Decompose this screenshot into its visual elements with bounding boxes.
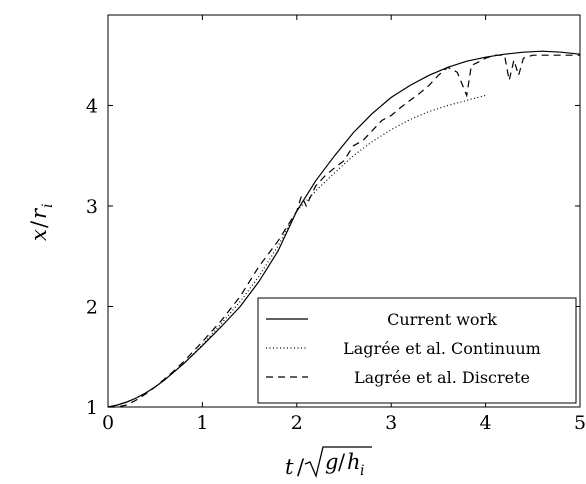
legend: Current work Lagrée et al. Continuum Lag… [257,297,577,404]
y-axis-label: x / r i [27,204,56,241]
y-tick-label: 1 [86,397,98,419]
x-axis-label: t / g / h i [285,446,372,479]
x-axis-label-slash: / [297,455,305,479]
x-axis-label-h-subscript: i [360,463,364,479]
y-axis-label-r-subscript: i [40,204,56,208]
x-axis-label-t: t [285,455,294,479]
y-tick-label: 4 [86,95,98,117]
x-axis-label-h: h [347,450,361,474]
x-axis-label-g: g [325,450,338,474]
y-axis-label-r: r [27,207,51,219]
y-axis-label-slash: / [27,220,51,228]
y-tick-label: 2 [86,296,98,318]
legend-label-discrete: Lagrée et al. Discrete [354,368,530,387]
x-tick-label: 3 [385,412,397,434]
legend-box [257,297,577,404]
x-axis-label-slash2: / [338,450,346,474]
series-line-dashed [108,54,580,408]
x-tick-label: 1 [196,412,208,434]
series-line-dotted [107,94,486,408]
y-axis-label-x: x [27,229,51,241]
x-axis-label-sqrt-sign [304,446,372,479]
legend-label-continuum: Lagrée et al. Continuum [343,339,541,358]
x-tick-label: 0 [102,412,114,434]
x-tick-label: 4 [480,412,492,434]
series-layer [107,50,581,408]
legend-label-current-work: Current work [387,310,497,329]
x-tick-label: 5 [574,412,586,434]
y-tick-label: 3 [86,196,98,218]
plot-frame [107,14,581,408]
x-tick-label: 2 [291,412,303,434]
